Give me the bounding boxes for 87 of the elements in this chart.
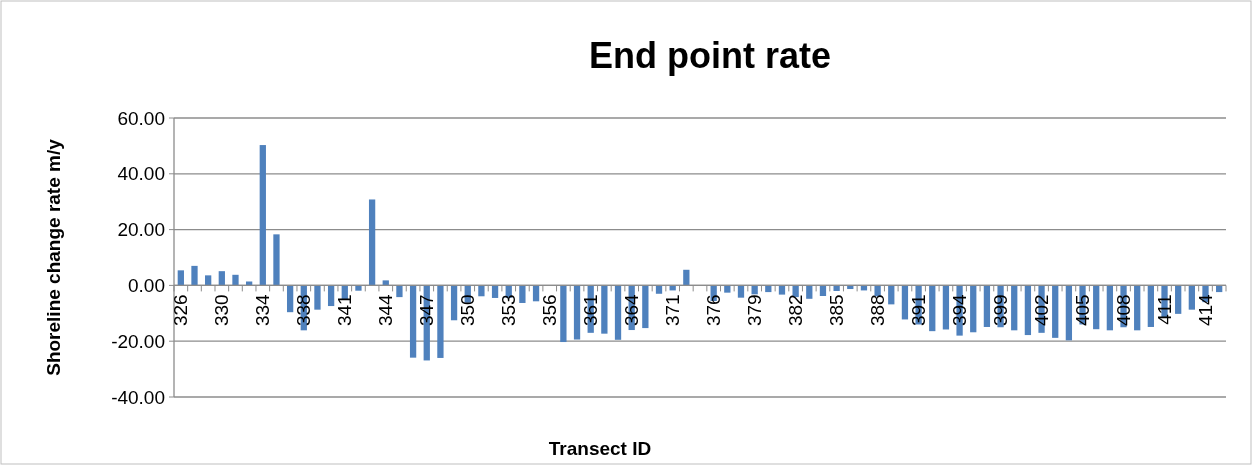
x-tick-label: 376 [703, 294, 725, 327]
bar [1024, 285, 1032, 336]
bar [778, 285, 786, 295]
x-tick-label: 334 [252, 293, 274, 327]
bar [259, 145, 266, 286]
bar [1175, 285, 1182, 314]
y-tick-label: 0.00 [128, 275, 165, 297]
x-tick-label: 347 [416, 294, 438, 327]
y-tick-label: 60.00 [117, 107, 165, 129]
bar [232, 274, 239, 286]
bar [382, 280, 389, 286]
x-tick-label: 344 [375, 293, 397, 327]
bar [614, 285, 622, 340]
bar [1093, 285, 1100, 330]
x-tick-label: 338 [293, 294, 315, 327]
x-tick-label: 382 [785, 294, 807, 327]
x-tick-label: 353 [498, 294, 520, 327]
bar [191, 265, 198, 286]
x-axis-title: Transect ID [548, 438, 652, 459]
bar [970, 285, 977, 333]
y-tick-label: 40.00 [117, 163, 165, 185]
bar [573, 285, 581, 340]
bar [273, 234, 280, 286]
bar [355, 285, 362, 291]
x-tick-label: 371 [662, 294, 684, 327]
bar [519, 285, 526, 303]
bar [806, 285, 813, 299]
bar [1106, 285, 1114, 331]
bar [1147, 285, 1154, 327]
y-axis-title: Shoreline change rate m/y [43, 138, 64, 376]
x-tick-label: 391 [908, 294, 930, 327]
bar [478, 285, 485, 297]
x-tick-label: 356 [539, 294, 561, 327]
x-tick-label: 364 [621, 293, 643, 327]
x-tick-label: 330 [211, 294, 233, 327]
bar [218, 271, 225, 286]
bar [368, 199, 376, 286]
y-tick-label: -40.00 [111, 386, 165, 408]
bar [942, 285, 950, 330]
bar [601, 285, 608, 334]
bar [246, 281, 253, 286]
bar [901, 285, 909, 320]
bar [683, 269, 690, 286]
x-tick-label: 408 [1113, 294, 1135, 327]
bar [833, 285, 840, 291]
bar [532, 285, 540, 302]
bar [327, 285, 335, 307]
x-tick-label: 341 [334, 294, 356, 327]
x-tick-label: 379 [744, 294, 766, 327]
bar [177, 270, 184, 286]
bar [286, 285, 294, 313]
bar [491, 285, 499, 298]
bar [1065, 285, 1073, 341]
y-tick-label: 20.00 [117, 219, 165, 241]
x-tick-label: 388 [867, 294, 889, 327]
bar [1052, 285, 1059, 338]
bar [314, 285, 321, 310]
x-tick-label: 402 [1031, 294, 1053, 327]
x-tick-label: 405 [1072, 294, 1094, 327]
bar [1011, 285, 1018, 331]
bar [642, 285, 649, 329]
bar [888, 285, 895, 305]
x-tick-label: 411 [1154, 294, 1176, 325]
y-tick-label: -20.00 [111, 330, 165, 352]
chart-title: End point rate [589, 35, 831, 76]
bar [560, 285, 567, 343]
bar [737, 285, 745, 298]
x-tick-label: 361 [580, 294, 602, 327]
bar [1134, 285, 1141, 331]
bar [655, 285, 663, 294]
bar [409, 285, 417, 358]
bar [1188, 285, 1195, 310]
bar [450, 285, 458, 321]
bar [396, 285, 403, 298]
bar [983, 285, 991, 327]
x-tick-label: 394 [949, 293, 971, 327]
bar [929, 285, 936, 332]
bar [437, 285, 444, 358]
bar [874, 285, 881, 297]
x-tick-label: 385 [826, 294, 848, 327]
x-tick-label: 326 [170, 294, 192, 327]
bar [724, 285, 731, 293]
bar [819, 285, 827, 296]
bar [205, 275, 212, 286]
x-tick-label: 350 [457, 294, 479, 327]
x-tick-label: 399 [990, 294, 1012, 327]
x-tick-label: 414 [1195, 293, 1217, 327]
